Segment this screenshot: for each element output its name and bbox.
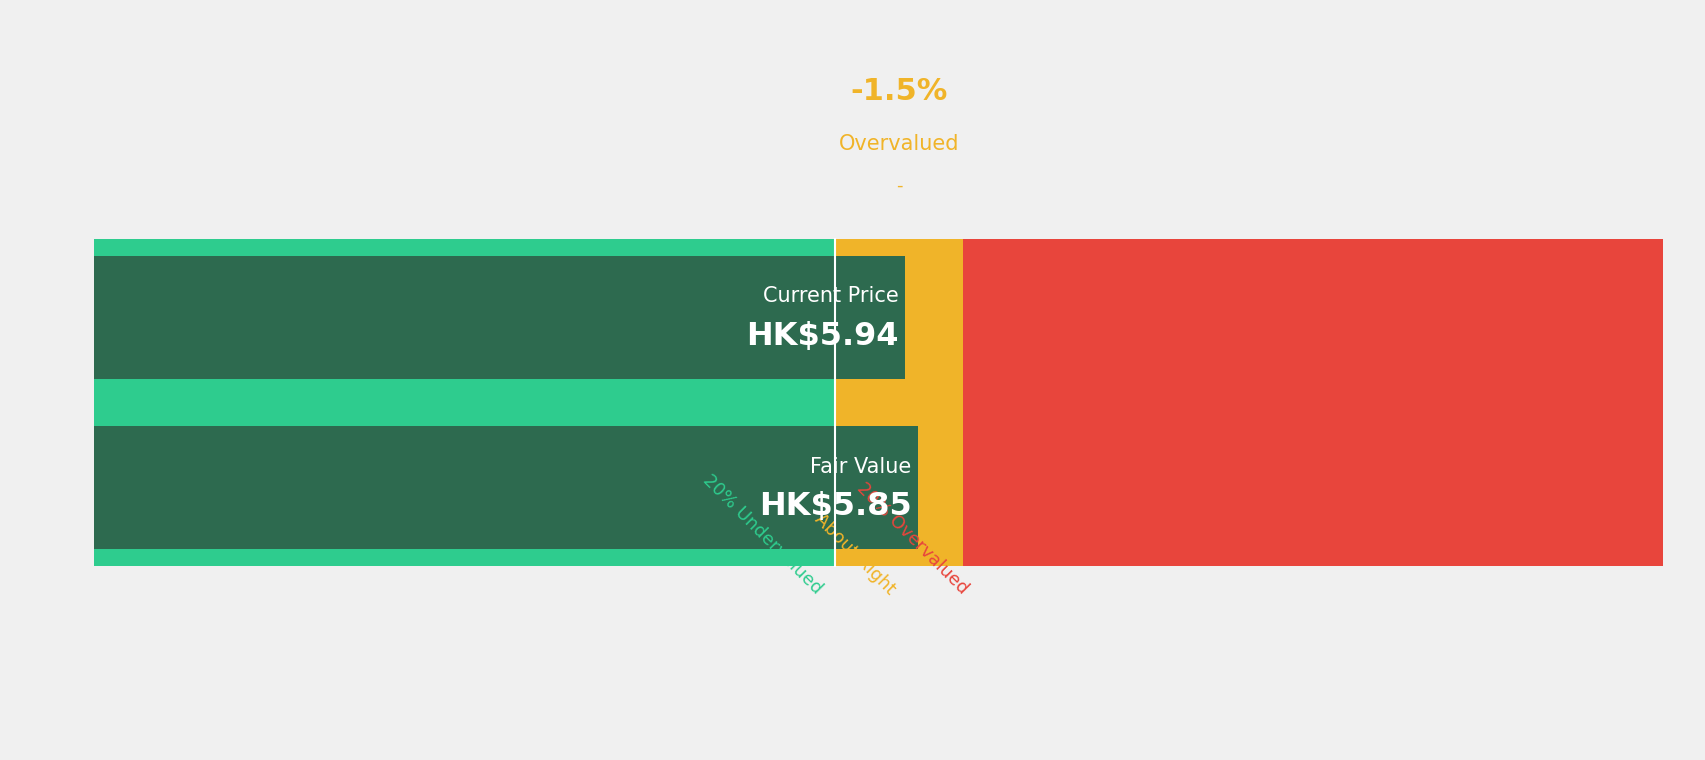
Text: HK$5.85: HK$5.85 — [759, 492, 910, 522]
Bar — [834, 239, 963, 566]
Text: -: - — [895, 177, 902, 195]
Text: Current Price: Current Price — [762, 287, 899, 306]
Bar — [94, 239, 834, 566]
Text: About Right: About Right — [810, 510, 899, 598]
Text: 20% Overvalued: 20% Overvalued — [852, 480, 972, 598]
Text: Overvalued: Overvalued — [839, 135, 958, 154]
Bar — [94, 256, 905, 379]
Text: HK$5.94: HK$5.94 — [745, 321, 899, 352]
Text: Fair Value: Fair Value — [810, 457, 910, 477]
Text: -1.5%: -1.5% — [849, 77, 946, 106]
Text: 20% Undervalued: 20% Undervalued — [699, 471, 825, 598]
Bar — [94, 426, 917, 549]
Bar — [963, 239, 1662, 566]
